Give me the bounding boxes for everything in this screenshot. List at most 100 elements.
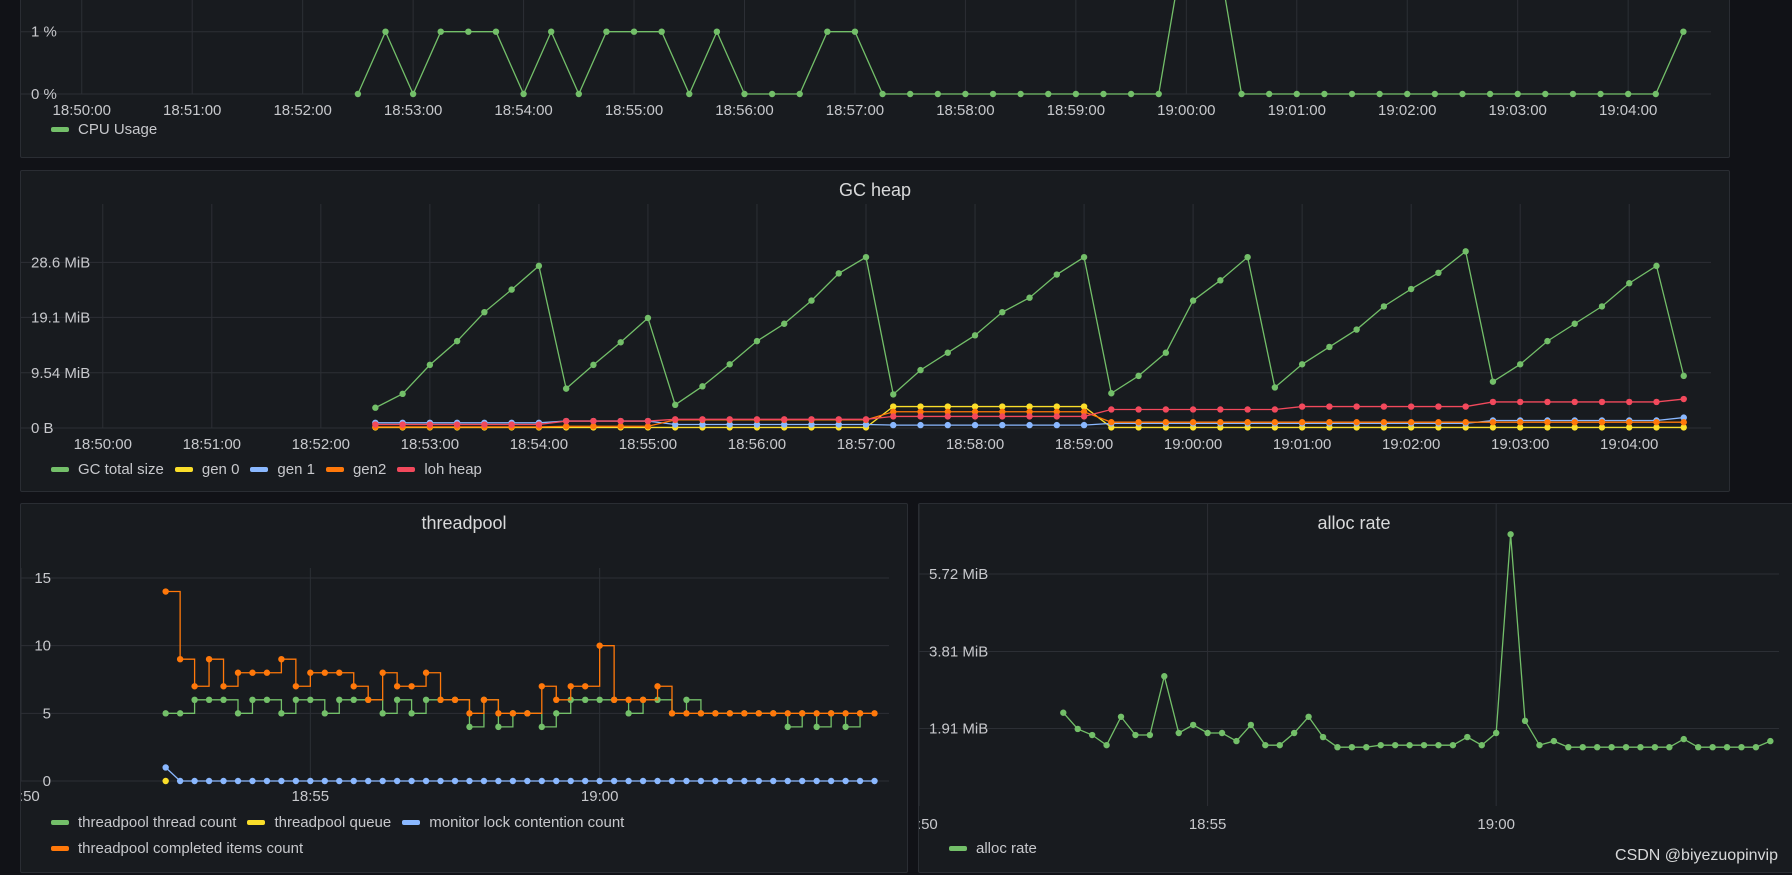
data-point[interactable] <box>699 416 706 423</box>
data-point[interactable] <box>1624 90 1632 98</box>
data-point[interactable] <box>1435 403 1442 410</box>
data-point[interactable] <box>1326 403 1333 410</box>
data-point[interactable] <box>1489 378 1497 385</box>
data-point[interactable] <box>453 337 461 345</box>
data-point[interactable] <box>683 710 690 717</box>
data-point[interactable] <box>1544 337 1551 345</box>
data-point[interactable] <box>781 421 788 428</box>
data-point[interactable] <box>582 683 589 690</box>
data-point[interactable] <box>492 28 500 35</box>
data-point[interactable] <box>1053 413 1061 420</box>
data-point[interactable] <box>1489 419 1497 426</box>
data-point[interactable] <box>1088 731 1096 739</box>
data-point[interactable] <box>1380 403 1388 410</box>
data-point[interactable] <box>1462 403 1469 410</box>
data-point[interactable] <box>1146 731 1154 739</box>
data-point[interactable] <box>726 777 734 785</box>
data-point[interactable] <box>1276 741 1283 749</box>
data-point[interactable] <box>451 696 459 703</box>
data-point[interactable] <box>1189 721 1197 729</box>
data-point[interactable] <box>590 361 597 369</box>
data-point[interactable] <box>1492 729 1500 737</box>
data-point[interactable] <box>1080 253 1088 261</box>
data-point[interactable] <box>1680 735 1687 743</box>
data-point[interactable] <box>466 777 473 785</box>
data-point[interactable] <box>1544 398 1551 406</box>
data-point[interactable] <box>520 90 527 98</box>
data-point[interactable] <box>1507 531 1514 538</box>
data-point[interactable] <box>1074 725 1081 733</box>
data-point[interactable] <box>372 421 379 428</box>
data-point[interactable] <box>1298 361 1306 368</box>
data-point[interactable] <box>350 683 357 690</box>
data-point[interactable] <box>1217 419 1224 426</box>
data-point[interactable] <box>465 28 472 35</box>
data-point[interactable] <box>249 696 256 703</box>
data-point[interactable] <box>336 696 343 703</box>
data-point[interactable] <box>962 90 969 98</box>
data-point[interactable] <box>220 696 227 703</box>
data-point[interactable] <box>1162 406 1170 413</box>
data-point[interactable] <box>1189 419 1197 426</box>
data-point[interactable] <box>654 683 661 690</box>
data-point[interactable] <box>1026 403 1033 410</box>
data-point[interactable] <box>1108 419 1115 426</box>
data-point[interactable] <box>1290 729 1298 737</box>
data-point[interactable] <box>741 710 748 717</box>
data-point[interactable] <box>1135 406 1142 413</box>
data-point[interactable] <box>292 683 300 690</box>
data-point[interactable] <box>321 710 328 717</box>
data-point[interactable] <box>567 777 574 785</box>
data-point[interactable] <box>1565 743 1572 751</box>
data-point[interactable] <box>1380 303 1388 310</box>
data-point[interactable] <box>372 404 379 411</box>
data-point[interactable] <box>191 683 198 690</box>
data-point[interactable] <box>481 421 488 428</box>
data-point[interactable] <box>1189 297 1197 304</box>
data-point[interactable] <box>1406 741 1413 749</box>
data-point[interactable] <box>842 710 849 717</box>
data-point[interactable] <box>1407 285 1415 293</box>
data-point[interactable] <box>1127 90 1135 98</box>
data-point[interactable] <box>1767 737 1774 745</box>
data-point[interactable] <box>1680 28 1687 35</box>
data-point[interactable] <box>971 332 979 339</box>
data-point[interactable] <box>1544 419 1551 426</box>
data-point[interactable] <box>535 262 543 270</box>
data-point[interactable] <box>1435 269 1442 276</box>
data-point[interactable] <box>426 421 434 428</box>
data-point[interactable] <box>658 28 665 35</box>
data-point[interactable] <box>842 777 849 785</box>
data-point[interactable] <box>1489 424 1497 431</box>
data-point[interactable] <box>205 656 213 663</box>
threadpool-legend-item[interactable]: monitor lock contention count <box>402 809 624 835</box>
data-point[interactable] <box>1652 90 1659 98</box>
data-point[interactable] <box>871 777 878 785</box>
data-point[interactable] <box>1516 361 1524 368</box>
data-point[interactable] <box>562 417 570 425</box>
data-point[interactable] <box>538 777 545 785</box>
threadpool-legend-item[interactable]: threadpool thread count <box>51 809 236 835</box>
data-point[interactable] <box>508 421 515 428</box>
data-point[interactable] <box>1709 743 1716 751</box>
data-point[interactable] <box>890 403 897 410</box>
data-point[interactable] <box>726 416 733 423</box>
data-point[interactable] <box>917 413 924 420</box>
data-point[interactable] <box>944 349 951 356</box>
cpu-legend-item[interactable]: CPU Usage <box>51 116 157 142</box>
data-point[interactable] <box>1626 424 1633 431</box>
data-point[interactable] <box>835 416 842 423</box>
data-point[interactable] <box>1407 419 1415 426</box>
data-point[interactable] <box>1162 419 1170 426</box>
data-point[interactable] <box>399 390 406 398</box>
data-point[interactable] <box>1544 424 1551 431</box>
data-point[interactable] <box>784 710 791 717</box>
data-point[interactable] <box>1449 741 1457 749</box>
data-point[interactable] <box>292 696 300 703</box>
data-point[interactable] <box>1752 743 1760 751</box>
data-point[interactable] <box>1464 733 1471 741</box>
data-point[interactable] <box>699 383 706 390</box>
data-point[interactable] <box>1053 421 1061 429</box>
data-point[interactable] <box>1653 424 1660 431</box>
data-point[interactable] <box>451 777 459 785</box>
